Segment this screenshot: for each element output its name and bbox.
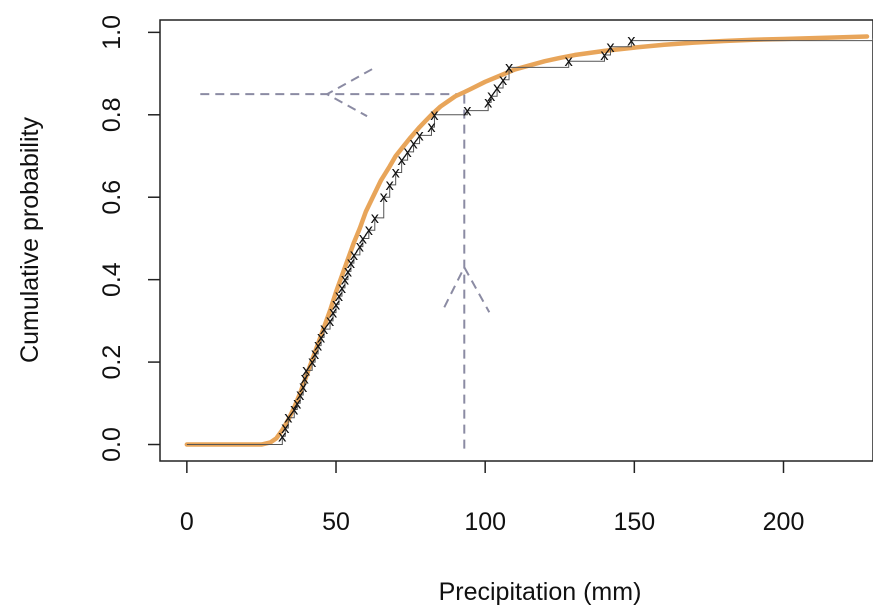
data-point: x <box>505 58 514 76</box>
data-point: x <box>493 79 502 97</box>
data-point: x <box>409 135 418 153</box>
plot-frame <box>159 19 873 462</box>
data-point: x <box>484 93 493 111</box>
up-arrowhead <box>443 265 491 313</box>
data-point: x <box>314 337 323 355</box>
data-point: x <box>364 221 373 239</box>
x-tick-label: 0 <box>180 508 194 536</box>
data-point: x <box>281 419 290 437</box>
data-point: x <box>397 151 406 169</box>
data-point: x <box>293 394 302 412</box>
x-tick-label: 200 <box>763 508 805 536</box>
x-tick-label: 50 <box>322 508 350 536</box>
x-axis-title: Precipitation (mm) <box>439 578 642 606</box>
data-point: x <box>403 143 412 161</box>
data-point: x <box>349 246 358 264</box>
empirical-step-line <box>186 38 873 446</box>
data-point: x <box>299 378 308 396</box>
y-tick-label: 0.8 <box>98 97 126 132</box>
y-tick-label: 0.2 <box>98 345 126 380</box>
data-point: x <box>358 229 367 247</box>
data-point: x <box>379 188 388 206</box>
x-tick-label: 100 <box>464 508 506 536</box>
data-point: x <box>564 52 573 70</box>
data-point: x <box>600 46 609 64</box>
data-point: x <box>627 32 636 50</box>
data-point: x <box>311 345 320 363</box>
data-point: x <box>317 328 326 346</box>
data-point: x <box>320 320 329 338</box>
data-point: x <box>499 71 508 89</box>
data-point: x <box>300 370 309 388</box>
data-point: x <box>308 353 317 371</box>
data-point: x <box>385 176 394 194</box>
data-point: x <box>278 427 287 445</box>
data-point: x <box>370 209 379 227</box>
data-point: x <box>344 262 353 280</box>
y-tick-label: 1.0 <box>98 15 126 50</box>
data-point: x <box>606 38 615 56</box>
y-tick-label: 0.0 <box>98 427 126 462</box>
data-point: x <box>355 238 364 256</box>
data-point: x <box>427 118 436 136</box>
data-point: x <box>430 106 439 124</box>
data-point: x <box>341 271 350 289</box>
y-tick-label: 0.6 <box>98 180 126 215</box>
guide-lines <box>195 68 491 449</box>
data-point: x <box>463 102 472 120</box>
data-point: x <box>415 126 424 144</box>
data-point: x <box>346 254 355 272</box>
y-tick-label: 0.4 <box>98 262 126 297</box>
axis-ticks: 0 50 100 150 200 0.0 0.2 0.4 0.6 0.8 1.0 <box>98 15 804 536</box>
data-point: x <box>487 87 496 105</box>
data-point: x <box>296 386 305 404</box>
data-point: x <box>391 163 400 181</box>
data-point: x <box>332 295 341 313</box>
y-axis-title: Cumulative probability <box>16 117 44 363</box>
data-point: x <box>284 409 293 427</box>
data-point: x <box>326 312 335 330</box>
fitted-cdf-line <box>184 34 870 447</box>
data-point: x <box>338 279 347 297</box>
series-layer <box>184 34 873 447</box>
data-point: x <box>290 400 299 418</box>
data-point: x <box>302 361 311 379</box>
data-point: x <box>335 287 344 305</box>
left-arrowhead <box>324 68 373 118</box>
data-point: x <box>329 304 338 322</box>
x-tick-label: 150 <box>613 508 655 536</box>
